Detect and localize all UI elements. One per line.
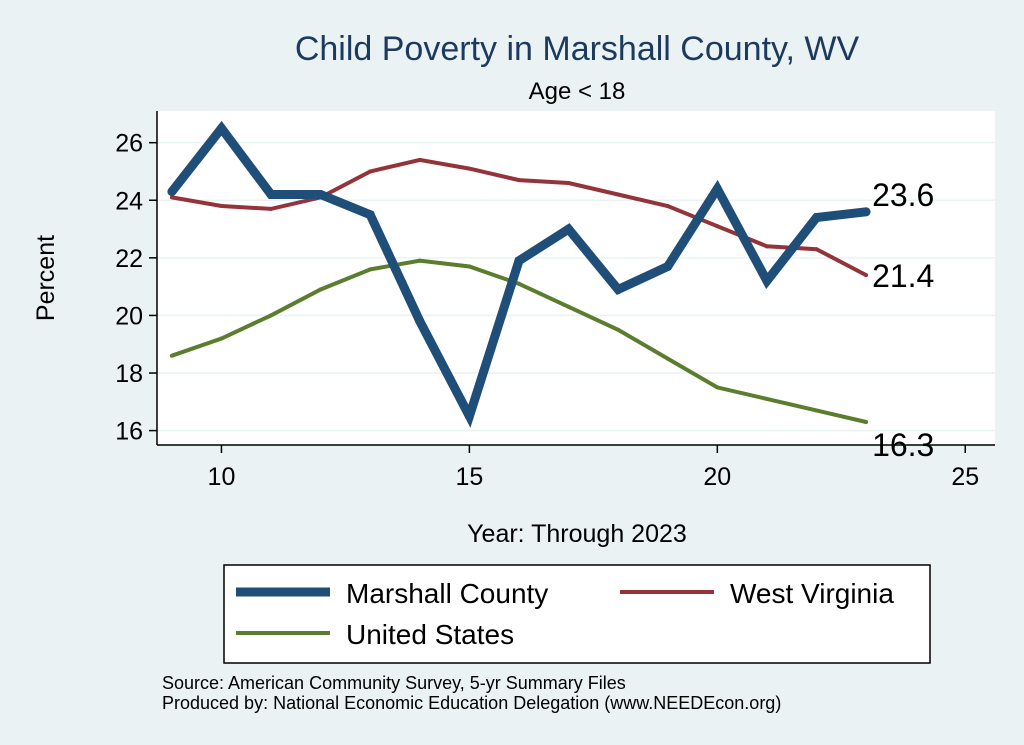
y-tick-label-22: 22 (115, 245, 143, 273)
producer-note: Produced by: National Economic Education… (162, 693, 781, 713)
point-west-virginia-16 (516, 178, 521, 183)
end-label-west-virginia: 21.4 (872, 258, 934, 294)
end-label-marshall-county: 23.6 (872, 177, 934, 213)
point-marshall-county-13 (365, 210, 375, 220)
point-west-virginia-21 (764, 244, 769, 249)
point-west-virginia-9 (169, 195, 174, 200)
point-west-virginia-10 (219, 204, 224, 209)
point-united-states-15 (467, 264, 472, 269)
x-tick-label-10: 10 (208, 463, 236, 491)
point-marshall-county-22 (811, 213, 821, 223)
point-united-states-11 (269, 313, 274, 318)
point-united-states-19 (665, 356, 670, 361)
plot-area (157, 111, 995, 445)
point-united-states-20 (715, 385, 720, 390)
point-west-virginia-20 (715, 224, 720, 229)
chart-title: Child Poverty in Marshall County, WV (295, 30, 860, 68)
source-note: Source: American Community Survey, 5-yr … (162, 673, 626, 693)
end-labels: 23.6 21.4 16.3 (872, 177, 934, 463)
legend-label-west-virginia: West Virginia (730, 578, 894, 609)
y-tick-label-18: 18 (115, 360, 143, 388)
point-marshall-county-11 (266, 190, 276, 199)
point-marshall-county-10 (216, 123, 226, 133)
point-united-states-12 (318, 287, 323, 292)
x-axis-label: Year: Through 2023 (467, 520, 687, 548)
point-united-states-22 (814, 408, 819, 413)
y-tick-label-20: 20 (115, 302, 143, 330)
point-marshall-county-20 (712, 184, 722, 194)
series-group (167, 120, 871, 428)
point-marshall-county-23 (861, 207, 871, 217)
point-marshall-county-16 (514, 256, 524, 266)
point-west-virginia-14 (417, 157, 422, 162)
chart-subtitle: Age < 18 (529, 78, 626, 105)
legend: Marshall County West Virginia United Sta… (223, 564, 931, 664)
legend-label-marshall-county: Marshall County (346, 578, 548, 609)
y-tick-label-16: 16 (115, 418, 143, 446)
point-united-states-9 (169, 353, 174, 358)
legend-label-united-states: United States (346, 619, 514, 650)
x-tick-label-15: 15 (455, 463, 483, 491)
point-united-states-23 (864, 419, 869, 424)
point-marshall-county-18 (613, 285, 623, 295)
point-west-virginia-13 (368, 169, 373, 174)
point-marshall-county-14 (415, 316, 425, 326)
legend-box (223, 564, 931, 664)
point-marshall-county-17 (564, 224, 574, 234)
point-west-virginia-23 (864, 273, 869, 278)
point-west-virginia-17 (566, 180, 571, 185)
axes: 16 18 20 22 24 26 10 15 20 25 (115, 111, 995, 491)
point-west-virginia-11 (269, 206, 274, 211)
point-west-virginia-18 (616, 192, 621, 197)
x-tick-label-25: 25 (951, 463, 979, 491)
point-marshall-county-12 (316, 190, 326, 199)
point-united-states-18 (616, 327, 621, 332)
point-united-states-21 (764, 396, 769, 401)
end-label-united-states: 16.3 (872, 427, 934, 463)
y-axis-label: Percent (32, 235, 60, 321)
point-united-states-10 (219, 336, 224, 341)
point-west-virginia-15 (467, 166, 472, 171)
point-marshall-county-15 (464, 411, 474, 421)
point-marshall-county-19 (663, 261, 673, 271)
y-tick-label-26: 26 (115, 130, 143, 158)
point-united-states-17 (566, 304, 571, 309)
y-tick-label-24: 24 (115, 187, 143, 215)
point-west-virginia-19 (665, 204, 670, 209)
point-marshall-county-9 (167, 187, 177, 197)
point-west-virginia-22 (814, 247, 819, 252)
point-marshall-county-21 (762, 276, 772, 286)
point-united-states-13 (368, 267, 373, 272)
point-united-states-14 (417, 258, 422, 263)
point-united-states-16 (516, 281, 521, 286)
x-tick-label-20: 20 (703, 463, 731, 491)
grid-lines (157, 141, 995, 432)
